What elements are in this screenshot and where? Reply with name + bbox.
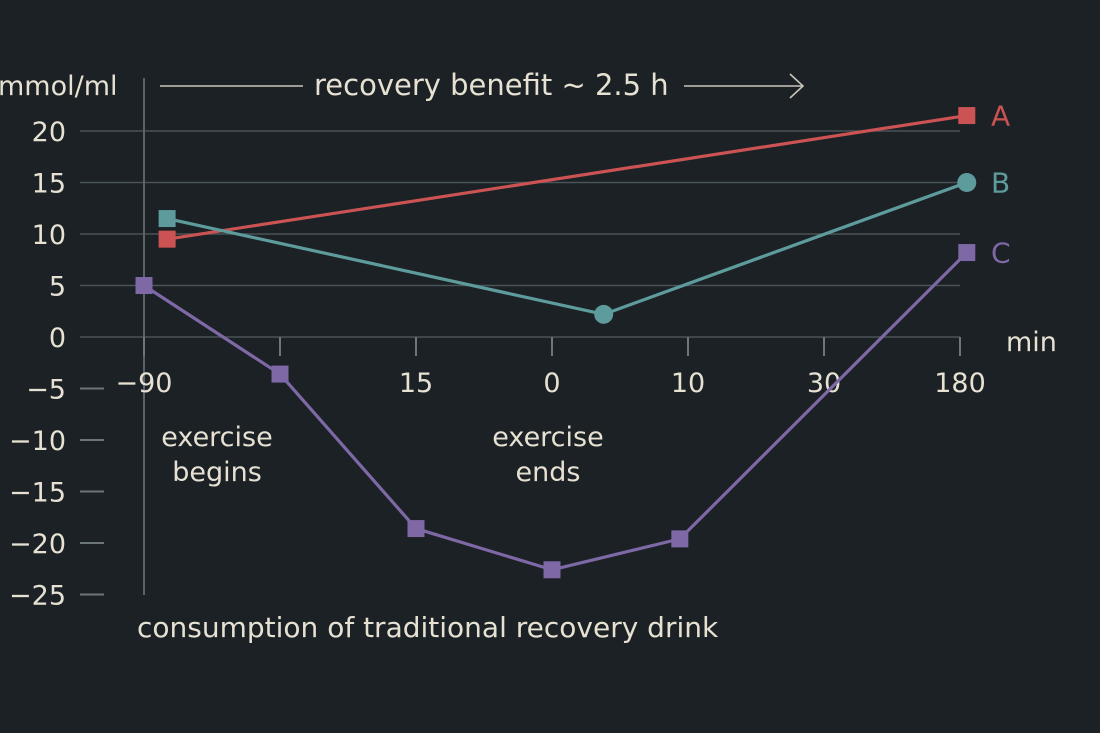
- data-point: [158, 210, 176, 228]
- series-line-a: [166, 113, 968, 241]
- y-tick-label: −10: [9, 426, 66, 457]
- y-tick-label: 15: [32, 169, 66, 200]
- series-label-c: C: [991, 237, 1011, 270]
- x-tick-label: 10: [671, 368, 705, 399]
- data-point: [958, 107, 976, 125]
- chart-title: recovery benefit ~ 2.5 h: [314, 68, 669, 102]
- series-line-c: [143, 251, 968, 572]
- data-point: [594, 304, 614, 324]
- y-tick-label: −25: [9, 581, 66, 612]
- x-tick-label: 0: [543, 368, 560, 399]
- y-axis-label: mmol/ml: [0, 71, 118, 102]
- annotation-text: begins: [172, 457, 262, 488]
- annotation-text: ends: [516, 457, 581, 488]
- annotation-text: exercise: [492, 422, 603, 453]
- y-tick-label: 10: [32, 220, 66, 251]
- annotations: exercise begins exercise ends: [161, 422, 603, 488]
- y-tick-label: −5: [26, 375, 66, 406]
- axes: [143, 78, 961, 595]
- x-tick-label: −90: [116, 368, 173, 399]
- y-tick-label: 5: [49, 272, 66, 303]
- y-tick-label: −20: [9, 529, 66, 560]
- y-tick-label: −15: [9, 478, 66, 509]
- data-point: [543, 561, 561, 579]
- data-point: [271, 365, 289, 383]
- series-b: B: [158, 167, 1010, 324]
- series: A B C: [135, 100, 1011, 579]
- data-point: [671, 530, 689, 548]
- x-tick-label: 15: [399, 368, 433, 399]
- x-tick-label: 180: [934, 368, 986, 399]
- x-tick-labels: −90 15 0 10 30 180: [116, 368, 986, 399]
- series-line-b: [166, 180, 968, 316]
- arrow-head-icon: [789, 73, 805, 99]
- data-point: [957, 173, 977, 192]
- title-banner: recovery benefit ~ 2.5 h: [160, 68, 805, 102]
- series-a: A: [158, 100, 1010, 248]
- data-point: [158, 230, 176, 248]
- data-point: [407, 520, 425, 538]
- data-point: [958, 244, 976, 262]
- x-axis-label: min: [1006, 327, 1057, 358]
- y-tick-labels: 20 15 10 5 0 −5 −10 −15 −20 −25: [9, 117, 66, 612]
- data-point: [135, 277, 153, 294]
- series-label-b: B: [991, 167, 1010, 200]
- caption: consumption of traditional recovery drin…: [137, 611, 719, 644]
- y-tick-label: 0: [49, 323, 66, 354]
- gridlines: [80, 130, 960, 596]
- series-c: C: [135, 237, 1011, 579]
- series-label-a: A: [991, 100, 1010, 133]
- y-tick-label: 20: [32, 117, 66, 148]
- annotation-text: exercise: [161, 422, 272, 453]
